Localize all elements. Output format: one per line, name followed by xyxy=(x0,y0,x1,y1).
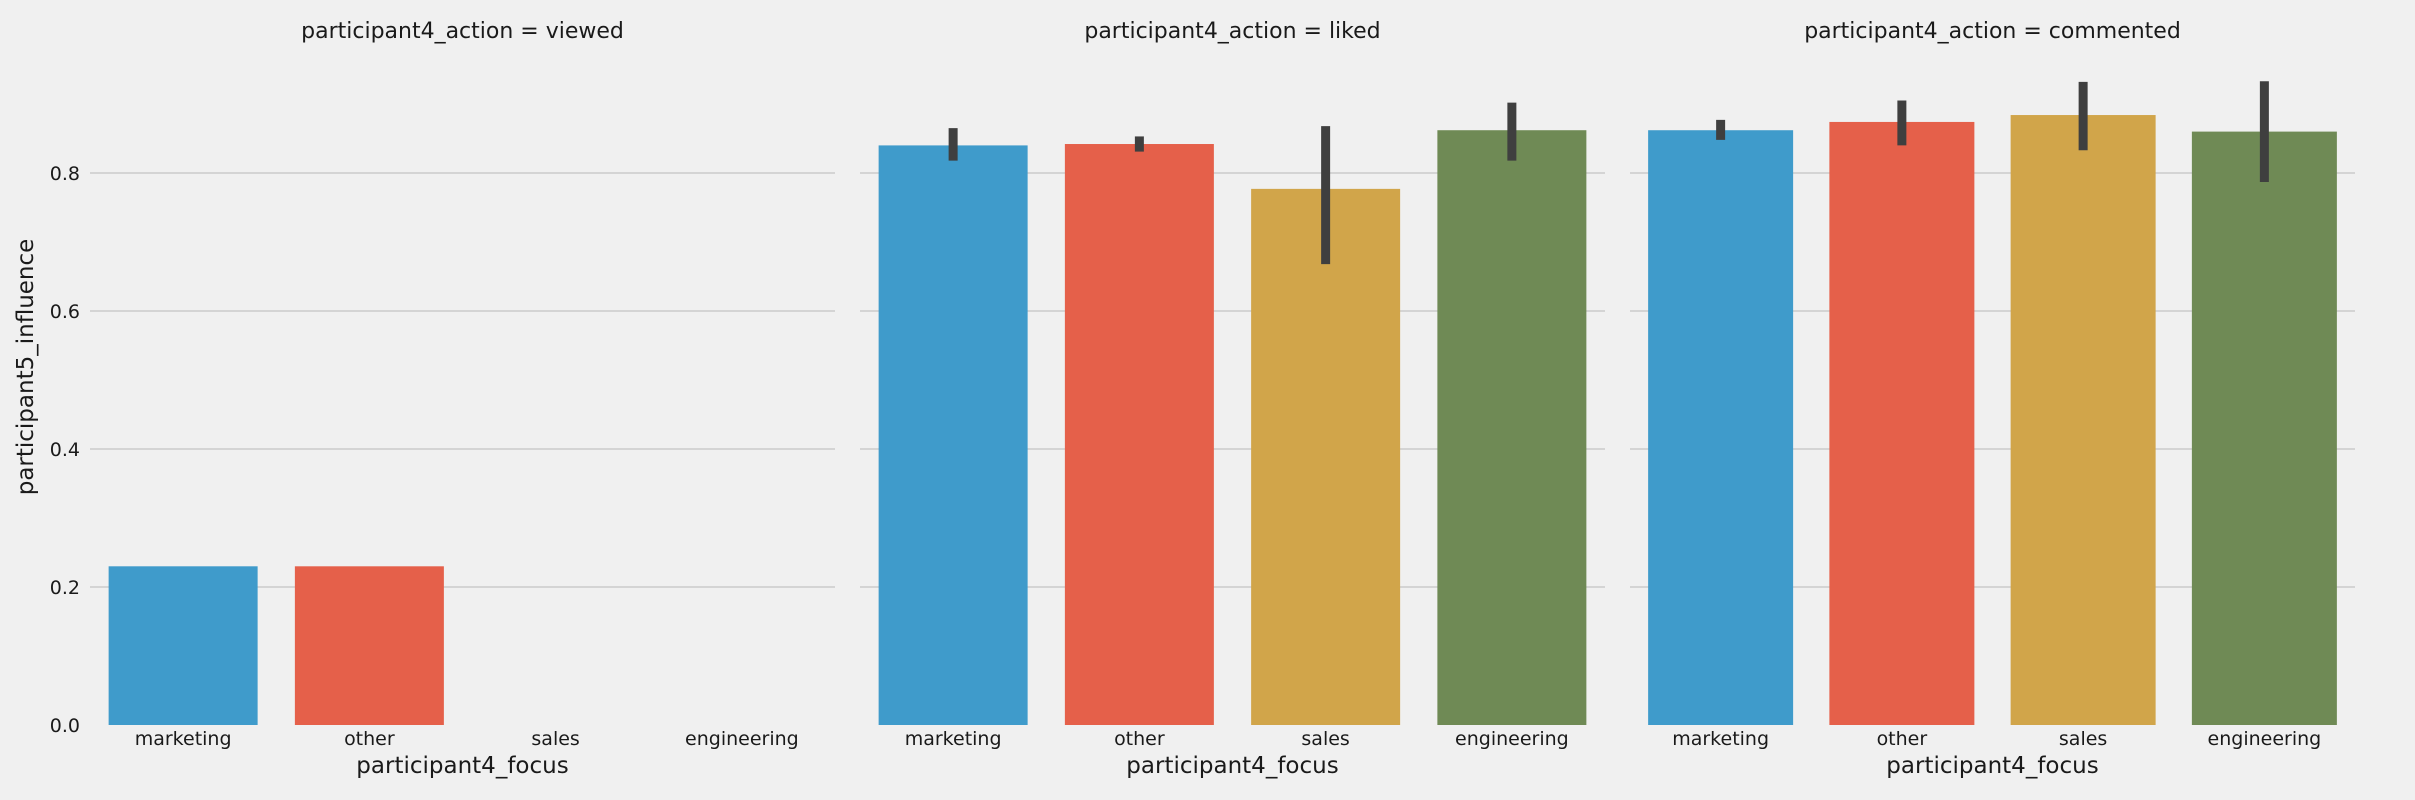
y-tick-label: 0.2 xyxy=(50,577,80,599)
x-tick-label: marketing xyxy=(905,728,1002,750)
bar-sales xyxy=(1251,188,1401,725)
y-tick-label: 0.8 xyxy=(50,163,80,185)
y-tick-label: 0.4 xyxy=(50,439,80,461)
bar-other xyxy=(294,566,444,725)
x-tick-label: sales xyxy=(1301,728,1349,750)
bar-marketing xyxy=(1648,130,1794,726)
x-tick-label: engineering xyxy=(2208,728,2322,750)
bar-marketing xyxy=(108,566,258,725)
x-tick-label: sales xyxy=(2059,728,2107,750)
facet-title: participant4_action = viewed xyxy=(301,19,624,44)
x-axis-label: participant4_focus xyxy=(1886,753,2098,779)
x-tick-label: other xyxy=(1877,728,1928,750)
facet-title: participant4_action = commented xyxy=(1804,19,2181,44)
x-axis-label: participant4_focus xyxy=(356,753,568,779)
x-tick-label: other xyxy=(344,728,395,750)
bar-other xyxy=(1064,144,1214,725)
y-axis-label: participant5_influence xyxy=(13,239,39,496)
facet-title: participant4_action = liked xyxy=(1084,19,1380,44)
x-tick-label: engineering xyxy=(1455,728,1569,750)
x-tick-label: other xyxy=(1114,728,1165,750)
x-tick-label: marketing xyxy=(135,728,232,750)
bar-engineering xyxy=(1437,130,1587,726)
bar-sales xyxy=(2010,115,2156,726)
y-tick-label: 0.6 xyxy=(50,301,80,323)
x-tick-label: sales xyxy=(531,728,579,750)
bar-engineering xyxy=(2191,131,2337,726)
y-tick-label: 0.0 xyxy=(50,715,80,737)
x-tick-label: engineering xyxy=(685,728,799,750)
x-tick-label: marketing xyxy=(1672,728,1769,750)
bar-other xyxy=(1829,121,1975,725)
bar-marketing xyxy=(878,145,1028,725)
x-axis-label: participant4_focus xyxy=(1126,753,1338,779)
